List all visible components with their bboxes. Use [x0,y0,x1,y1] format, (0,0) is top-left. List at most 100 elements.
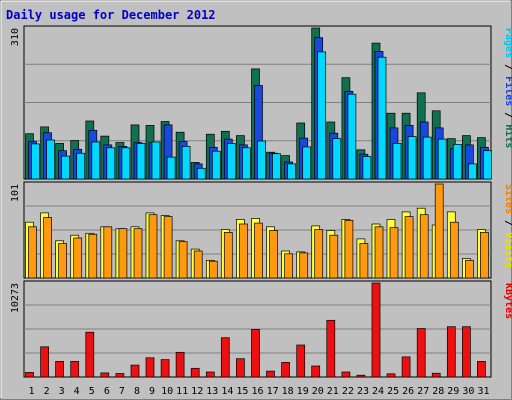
bar-pages-day-9 [151,141,161,180]
x-tick-label: 27 [417,386,429,397]
bar-kbytes-day-20 [311,365,321,378]
x-tick-label: 20 [312,386,324,397]
bar-pages-day-29 [452,144,462,180]
bar-sites-day-16 [254,222,263,279]
bar-sites-day-8 [133,228,143,279]
bar-sites-day-23 [359,243,369,279]
bar-kbytes-day-11 [175,351,185,378]
y-max-label: 101 [10,184,21,202]
bar-sites-day-18 [284,253,293,279]
x-tick-label: 4 [74,386,80,397]
bar-sites-day-12 [193,250,203,279]
series-label: Pages / Files / Hits [503,28,512,148]
bar-sites-day-1 [28,226,37,279]
x-tick-label: 28 [432,386,444,397]
bar-pages-day-31 [483,150,492,180]
series-label-part: KBytes [503,283,512,319]
bar-pages-day-28 [437,138,447,180]
bar-kbytes-day-28 [431,372,441,378]
bar-pages-day-11 [181,146,191,180]
bar-pages-day-3 [61,155,70,180]
bar-kbytes-day-13 [205,371,215,378]
bar-kbytes-day-14 [220,337,230,378]
bar-pages-day-16 [257,140,266,180]
series-label-part: Sites [503,184,512,214]
bar-kbytes-day-27 [416,328,426,378]
bar-pages-day-8 [136,143,146,180]
panel-middle: 101 Sites / Visits [10,181,512,279]
x-tick-label: 1 [28,386,34,397]
panel-top: 310 Pages / Files / Hits [10,25,512,180]
bar-kbytes-day-23 [356,374,366,378]
bar-sites-day-31 [480,232,489,279]
bar-sites-day-30 [465,259,474,279]
bar-kbytes-day-5 [85,331,95,378]
bar-pages-day-20 [317,51,327,180]
bar-pages-day-2 [46,139,55,180]
x-tick-label: 5 [89,386,95,397]
bar-pages-day-12 [196,167,206,180]
x-tick-label: 7 [119,386,125,397]
bar-kbytes-day-4 [70,361,80,378]
bar-pages-day-13 [211,150,221,180]
bar-sites-day-2 [43,217,52,279]
bar-sites-day-19 [299,252,309,279]
bar-sites-day-14 [223,232,233,279]
series-label-part: / [503,106,512,124]
bar-kbytes-day-7 [115,373,125,378]
bar-pages-day-22 [347,93,357,180]
x-axis: 1 2 3 4 5 6 7 8 9 10 11 12 13 14 15 16 17 18 19 20 21 22 23 24 2… [28,386,489,397]
x-tick-label: 3 [59,386,65,397]
x-tick-label: 18 [282,386,294,397]
bar-sites-day-11 [178,241,188,279]
x-tick-label: 12 [191,386,203,397]
bar-pages-day-1 [31,143,40,180]
bar-pages-day-18 [287,163,296,180]
bar-sites-day-22 [344,219,354,279]
bar-sites-day-29 [449,221,459,279]
x-tick-label: 31 [477,386,489,397]
bar-kbytes-day-21 [326,319,336,378]
x-tick-label: 6 [104,386,110,397]
bar-sites-day-6 [103,226,113,279]
x-tick-label: 15 [236,386,248,397]
series-label-part: Files [503,76,512,106]
bar-kbytes-day-29 [446,326,456,378]
bar-pages-day-26 [407,136,417,180]
x-tick-label: 16 [251,386,263,397]
x-tick-label: 9 [149,386,155,397]
x-tick-label: 13 [206,386,218,397]
bar-kbytes-day-6 [100,372,110,378]
bar-pages-day-23 [362,156,372,180]
bar-kbytes-day-18 [281,362,290,378]
chart-panels: 310 Pages / Files / Hits 101 Sites / Visits… [10,25,512,378]
bar-pages-day-10 [166,156,176,180]
bar-kbytes-day-31 [477,361,486,378]
bar-sites-day-21 [329,234,339,279]
bar-kbytes-day-1 [25,372,34,378]
x-tick-label: 21 [327,386,339,397]
chart-title: Daily usage for December 2012 [6,8,216,22]
bar-kbytes-day-16 [251,329,260,378]
bar-pages-day-19 [302,146,312,180]
series-label-part: Hits [503,124,512,148]
bar-sites-day-28 [434,183,444,279]
bar-sites-day-9 [148,214,158,279]
bar-kbytes-day-17 [266,370,275,378]
x-tick-label: 23 [357,386,369,397]
bar-kbytes-day-30 [462,326,471,378]
bar-kbytes-day-15 [236,358,245,378]
bar-pages-day-7 [121,147,131,180]
bar-kbytes-day-2 [40,346,49,378]
x-tick-label: 14 [221,386,233,397]
bar-sites-day-20 [314,229,324,279]
x-tick-label: 19 [297,386,309,397]
bar-sites-day-17 [269,230,278,279]
x-tick-label: 29 [447,386,459,397]
bar-sites-day-25 [389,227,399,279]
bar-pages-day-15 [242,147,251,180]
bar-kbytes-day-24 [371,282,381,378]
bar-pages-day-14 [226,143,236,180]
bar-kbytes-day-26 [401,356,411,378]
